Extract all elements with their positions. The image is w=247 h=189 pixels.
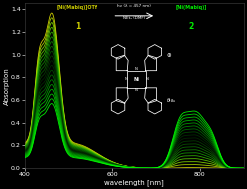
Text: [Ni(Mabiq)]OTf: [Ni(Mabiq)]OTf [57,5,98,10]
Text: 1: 1 [75,22,80,31]
Text: [Ni(Mabiq)]: [Ni(Mabiq)] [175,5,207,10]
Y-axis label: Absorption: Absorption [3,67,9,105]
Text: NEt₃ (DMF): NEt₃ (DMF) [123,16,145,20]
Text: 2: 2 [188,22,194,31]
Text: hv (λ = 457 nm): hv (λ = 457 nm) [117,4,151,8]
X-axis label: wavelength [nm]: wavelength [nm] [104,179,164,186]
